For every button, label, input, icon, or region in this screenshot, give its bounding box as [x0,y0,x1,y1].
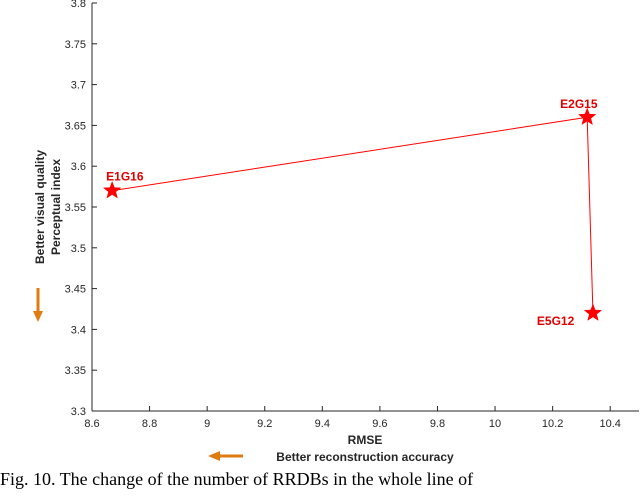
axes-frame [91,3,639,412]
y-tick-label: 3.5 [71,243,86,255]
y-tick-label: 3.6 [71,161,86,173]
star-marker-e5g12 [583,303,603,321]
plot-background [92,3,639,411]
x-tick-label: 8.8 [142,418,157,430]
x-tick-label: 10.2 [542,418,563,430]
down-arrow-icon [33,288,43,322]
x-tick-label: 9.6 [372,418,387,430]
x-axis-note: Better reconstruction accuracy [276,450,454,464]
y-tick-label: 3.75 [65,39,86,51]
y-tick-label: 3.45 [65,284,86,296]
y-tick-label: 3.35 [65,365,86,377]
y-axis-title: Perceptual index [49,159,63,255]
x-tick-label: 9.4 [315,418,330,430]
point-label-e2g15: E2G15 [560,97,598,111]
y-tick-label: 3.55 [65,202,86,214]
data-labels: E1G16 E2G15 E5G12 [106,97,598,328]
x-tick-label: 10 [489,418,501,430]
x-axis-title: RMSE [348,433,383,447]
x-tick-label: 9.8 [430,418,445,430]
point-label-e5g12: E5G12 [537,314,575,328]
y-tick-label: 3.65 [65,120,86,132]
y-tick-label: 3.4 [71,324,86,336]
x-tick-label: 10.4 [599,418,620,430]
data-points [102,107,603,321]
point-label-e1g16: E1G16 [106,170,144,184]
x-tick-label: 9.2 [257,418,272,430]
x-axis-ticks: 8.6 8.8 9 9.2 9.4 9.6 9.8 10 10.2 10.4 [84,406,621,430]
y-tick-label: 3.7 [71,80,86,92]
figure-caption: Fig. 10. The change of the number of RRD… [0,469,474,489]
y-axis-ticks: 3.3 3.35 3.4 3.45 3.5 3.55 3.6 3.65 3.7 3.75 3.8 [65,0,97,418]
y-tick-label: 3.8 [71,0,86,10]
left-arrow-icon [208,451,243,461]
star-marker-e1g16 [102,180,122,199]
x-tick-label: 9 [204,418,210,430]
star-marker-e2g15 [577,107,597,126]
y-axis-note: Better visual quality [33,150,47,264]
x-tick-label: 8.6 [84,418,99,430]
y-tick-label: 3.3 [71,406,86,418]
